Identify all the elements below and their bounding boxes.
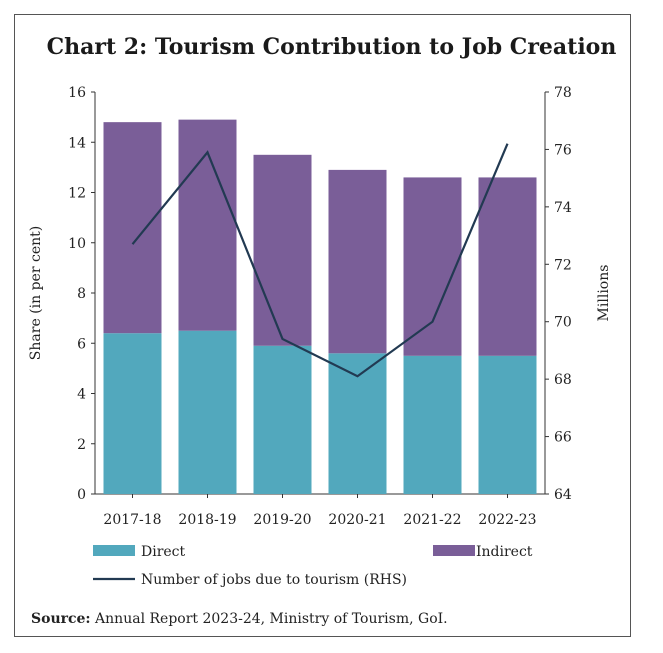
y-axis-title-right: Millions [596, 265, 612, 322]
y-tick-label-right-3: 70 [554, 315, 572, 331]
bar-indirect-2020-21 [328, 169, 387, 354]
source-label: Source: [31, 611, 91, 627]
y-tick-label-right-4: 72 [554, 257, 572, 273]
line-jobs-series [131, 143, 509, 378]
legend-label-indirect: Indirect [476, 544, 533, 560]
legend-swatch-indirect [433, 545, 475, 556]
y-tick-label-left-5: 10 [68, 236, 86, 252]
legend-label-direct: Direct [141, 544, 186, 560]
bar-direct-2017-18 [103, 333, 162, 494]
y-tick-label-left-2: 4 [77, 387, 86, 403]
bar-indirect-2017-18 [103, 122, 162, 334]
y-tick-label-left-7: 14 [68, 135, 86, 151]
chart-frame [14, 14, 631, 637]
bar-direct-2022-23 [478, 355, 537, 494]
x-tick-label-2017-18: 2017-18 [103, 512, 161, 528]
legend-label-line: Number of jobs due to tourism (RHS) [141, 572, 407, 588]
x-tick-label-2018-19: 2018-19 [178, 512, 236, 528]
y-tick-label-right-6: 76 [554, 142, 572, 158]
x-tick-label-2020-21: 2020-21 [328, 512, 386, 528]
x-tick-label-2019-20: 2019-20 [253, 512, 311, 528]
bar-direct-2018-19 [178, 330, 237, 494]
y-tick-label-right-2: 68 [554, 372, 572, 388]
legend-swatch-direct [93, 545, 135, 556]
y-tick-label-right-0: 64 [554, 487, 572, 503]
x-tick-label-2022-23: 2022-23 [478, 512, 536, 528]
bar-indirect-2019-20 [253, 154, 312, 346]
y-tick-label-left-0: 0 [77, 487, 86, 503]
y-tick-label-left-4: 8 [77, 286, 86, 302]
bar-indirect-2022-23 [478, 177, 537, 356]
y-tick-label-left-6: 12 [68, 186, 86, 202]
y-tick-label-right-5: 74 [554, 200, 572, 216]
bar-indirect-2021-22 [403, 177, 462, 356]
y-tick-label-left-3: 6 [77, 336, 86, 352]
bar-direct-2020-21 [328, 353, 387, 494]
source-text: Annual Report 2023-24, Ministry of Touri… [90, 611, 448, 627]
y-tick-label-right-7: 78 [554, 85, 572, 101]
y-axis-title-left: Share (in per cent) [28, 226, 44, 360]
y-tick-label-right-1: 66 [554, 430, 572, 446]
bar-direct-2021-22 [403, 355, 462, 494]
source-note: Source: Annual Report 2023-24, Ministry … [31, 611, 448, 627]
y-tick-label-left-1: 2 [77, 437, 86, 453]
bar-direct-2019-20 [253, 345, 312, 494]
chart-title: Chart 2: Tourism Contribution to Job Cre… [46, 34, 617, 60]
x-tick-label-2021-22: 2021-22 [403, 512, 461, 528]
y-tick-label-left-8: 16 [68, 85, 86, 101]
